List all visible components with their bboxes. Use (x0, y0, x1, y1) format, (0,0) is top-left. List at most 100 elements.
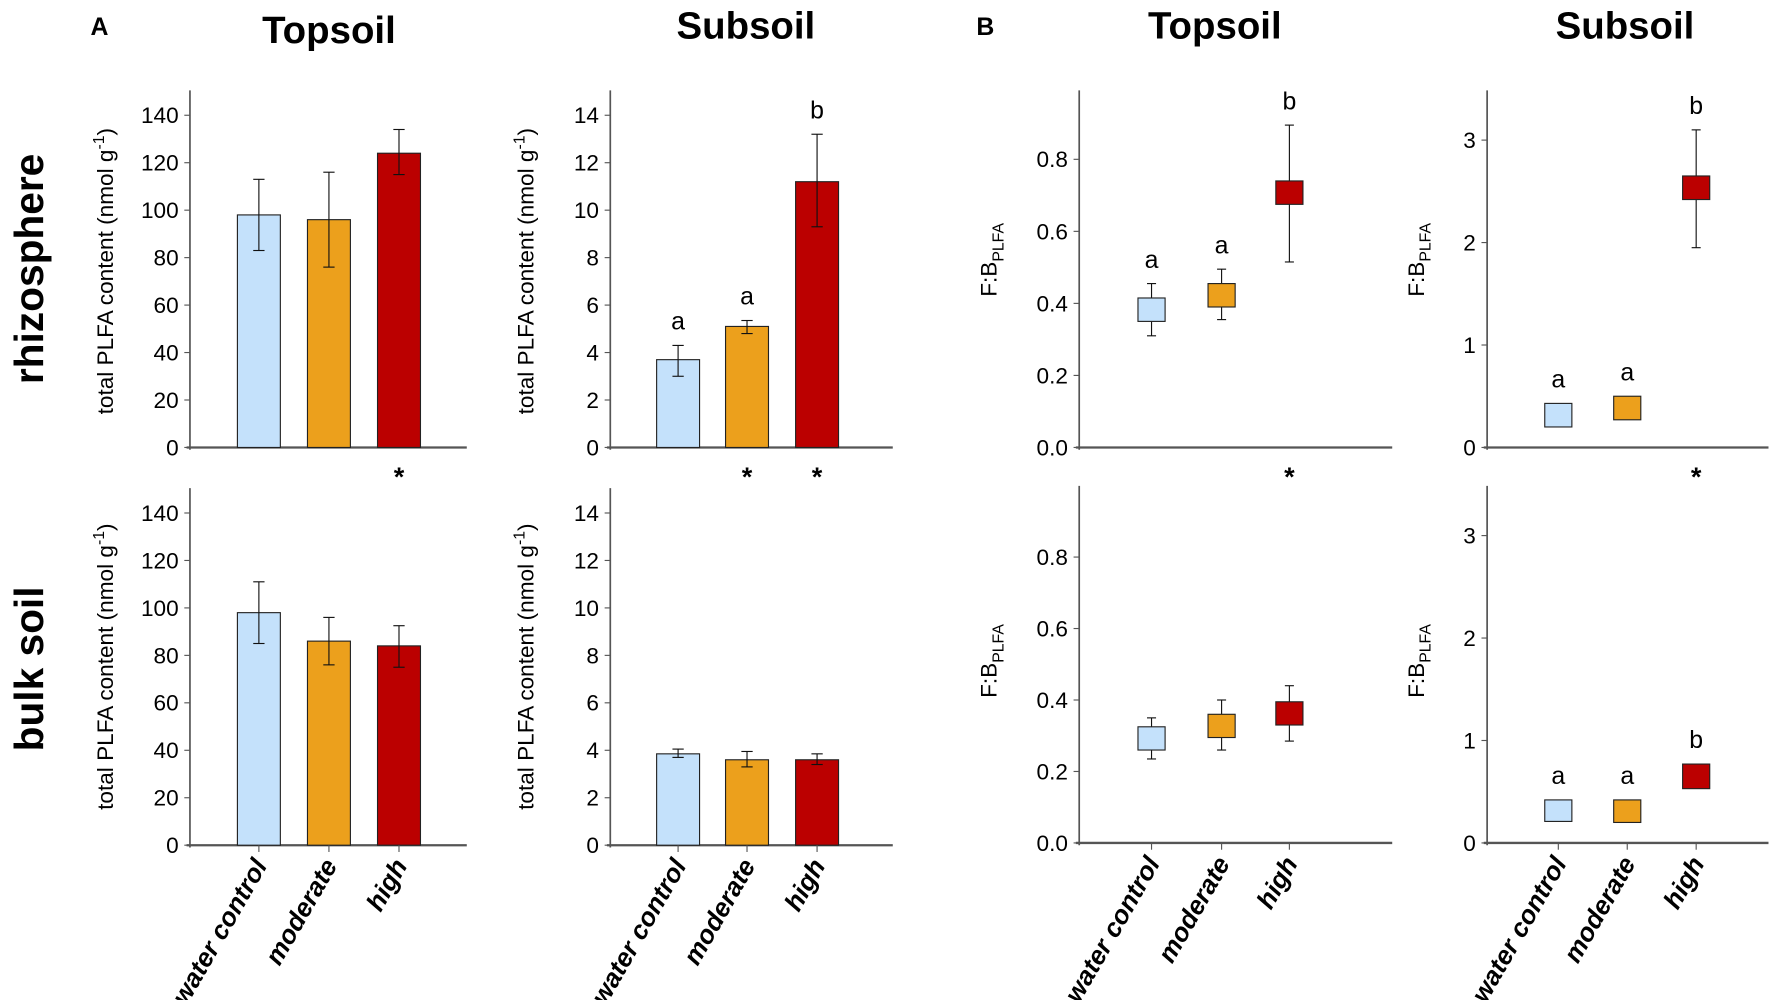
title-a-topsoil: Topsoil (262, 9, 396, 52)
panel-B-subsoil-rhizosphere: 0 1 2 3 F:BPLFA a a b * (1404, 90, 1769, 492)
bar-high (795, 759, 840, 846)
y-tick-label: 0.6 (1037, 616, 1068, 641)
bar-moderate (724, 759, 770, 846)
panel-A-subsoil-bulk: 0 2 4 6 8 10 12 14 total PLFA content (nmol g-1)… (511, 488, 893, 1000)
y-tick-label: 4 (586, 738, 599, 763)
significance-letter: a (1145, 247, 1159, 274)
significance-letter: a (740, 284, 754, 311)
significance-letter: a (1620, 763, 1634, 790)
y-tick-label: 12 (574, 548, 599, 573)
x-tick-label: high (1657, 851, 1710, 913)
y-tick-label: 20 (154, 786, 179, 811)
y-tick-label: 12 (574, 151, 599, 176)
y-tick-label: 0 (586, 833, 599, 858)
x-tick-label: water control (166, 853, 274, 1000)
significance-letter: b (1689, 93, 1703, 120)
y-tick-label: 3 (1463, 524, 1476, 549)
y-tick-label: 0.4 (1037, 291, 1068, 316)
y-tick-label: 0.0 (1037, 831, 1068, 856)
title-b-topsoil: Topsoil (1148, 4, 1282, 47)
panel-label-a: A (91, 14, 109, 41)
bar-water-control (656, 753, 701, 846)
y-tick-label: 0 (1463, 435, 1476, 460)
y-tick-label: 2 (1463, 230, 1476, 255)
y-axis-label: F:BPLFA (977, 624, 1008, 698)
y-tick-label: 2 (1463, 626, 1476, 651)
y-tick-label: 0.2 (1037, 363, 1068, 388)
y-tick-label: 0 (166, 833, 179, 858)
box-moderate (1613, 799, 1642, 824)
y-tick-label: 1 (1463, 728, 1476, 753)
significance-asterisk: * (394, 461, 405, 492)
significance-letter: b (1282, 88, 1296, 115)
y-tick-label: 0.8 (1037, 147, 1068, 172)
significance-letter: a (1551, 763, 1565, 790)
y-tick-label: 80 (154, 643, 179, 668)
box-moderate (1207, 283, 1236, 308)
box-high (1275, 180, 1304, 205)
box-water-control (1137, 297, 1166, 322)
significance-letter: a (1215, 232, 1229, 259)
y-tick-label: 0.8 (1037, 545, 1068, 570)
box-moderate (1207, 713, 1236, 739)
title-a-subsoil: Subsoil (677, 4, 816, 47)
y-tick-label: 10 (574, 596, 599, 621)
y-tick-label: 0.0 (1037, 435, 1068, 460)
y-axis-label: F:BPLFA (977, 223, 1008, 297)
x-tick-label: water control (1465, 851, 1573, 1000)
y-tick-label: 120 (141, 548, 179, 573)
significance-letter: b (810, 97, 824, 124)
box-high (1275, 701, 1304, 726)
box-water-control (1544, 402, 1573, 428)
box-high (1682, 763, 1711, 790)
y-tick-label: 0 (166, 435, 179, 460)
y-axis-label: F:BPLFA (1404, 624, 1435, 698)
bar-moderate (306, 219, 351, 449)
y-tick-label: 14 (574, 103, 599, 128)
box-high (1682, 175, 1711, 201)
y-tick-label: 6 (586, 691, 599, 716)
panel-A-subsoil-rhizosphere: 0 2 4 6 8 10 12 14 total PLFA content (nmol g-1)… (511, 90, 893, 492)
y-axis-label: total PLFA content (nmol g-1) (91, 523, 118, 809)
title-b-subsoil: Subsoil (1556, 4, 1695, 47)
bar-moderate (724, 325, 770, 449)
significance-letter: a (1551, 367, 1565, 394)
row-label-bulk-soil: bulk soil (6, 586, 52, 751)
y-tick-label: 3 (1463, 128, 1476, 153)
bar-high (376, 645, 422, 846)
y-tick-label: 0.2 (1037, 759, 1068, 784)
y-tick-label: 14 (574, 501, 599, 526)
x-tick-label: water control (1058, 851, 1166, 1000)
box-water-control (1544, 799, 1573, 822)
y-tick-label: 4 (586, 340, 599, 365)
y-tick-label: 0.4 (1037, 688, 1068, 713)
significance-asterisk: * (812, 461, 823, 492)
panel-label-b: B (976, 14, 994, 41)
y-tick-label: 100 (141, 198, 179, 223)
significance-asterisk: * (742, 461, 753, 492)
y-tick-label: 2 (586, 388, 599, 413)
bar-water-control (236, 612, 281, 846)
significance-letter: a (1620, 359, 1634, 386)
y-tick-label: 6 (586, 293, 599, 318)
box-moderate (1613, 395, 1642, 421)
panel-A-topsoil-rhizosphere: 0 20 40 60 80 100 120 140 total PLFA content (nm… (91, 90, 467, 492)
significance-letter: b (1689, 727, 1703, 754)
y-tick-label: 140 (141, 103, 179, 128)
y-tick-label: 60 (154, 293, 179, 318)
y-axis-label: total PLFA content (nmol g-1) (511, 523, 538, 809)
y-tick-label: 120 (141, 151, 179, 176)
significance-asterisk: * (1284, 461, 1295, 492)
y-tick-label: 40 (154, 340, 179, 365)
y-tick-label: 80 (154, 246, 179, 271)
y-tick-label: 8 (586, 246, 599, 271)
y-tick-label: 2 (586, 786, 599, 811)
bar-moderate (306, 640, 351, 846)
bar-high (376, 152, 422, 449)
y-axis-label: total PLFA content (nmol g-1) (511, 128, 538, 414)
y-tick-label: 100 (141, 596, 179, 621)
y-axis-label: F:BPLFA (1404, 223, 1435, 297)
